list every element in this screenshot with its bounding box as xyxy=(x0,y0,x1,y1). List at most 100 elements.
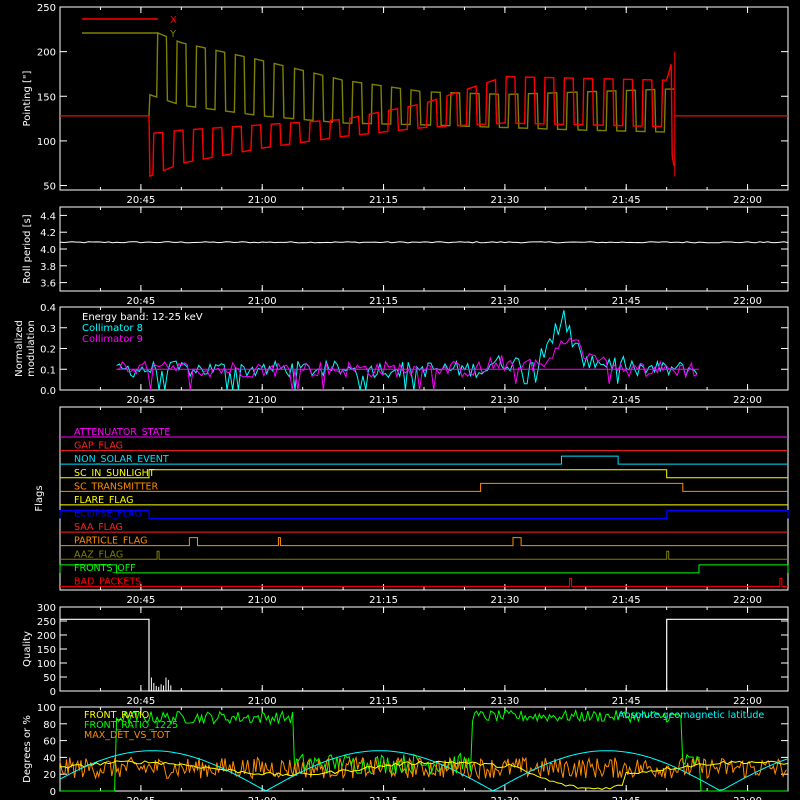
flag-label-aaz_flag: AAZ_FLAG xyxy=(74,549,123,560)
y-tick-label: 0 xyxy=(50,687,56,698)
x-tick-label: 22:00 xyxy=(733,395,762,406)
x-tick-label: 21:00 xyxy=(248,595,277,606)
legend-entry: Energy band: 12-25 keV xyxy=(82,312,203,323)
x-tick-label: 21:00 xyxy=(248,395,277,406)
y-tick-label: 20 xyxy=(43,770,56,781)
x-tick-label: 20:45 xyxy=(126,796,155,800)
legend-label-X: X xyxy=(170,15,177,26)
legend-entry: MAX_DET_VS_TOT xyxy=(84,730,170,741)
panel-6: 20:45 21:00 21:15 21:30 21:45 22:00 Degrees or… xyxy=(22,703,789,800)
y-tick-label: 0.0 xyxy=(40,386,56,397)
x-tick-label: 22:00 xyxy=(733,195,762,206)
x-tick-label: 21:15 xyxy=(369,696,398,707)
y-tick-label: 3.8 xyxy=(40,262,56,273)
flag-line-bad_packets xyxy=(60,577,788,587)
x-tick-label: 22:00 xyxy=(733,296,762,307)
panel-3: 20:45 21:00 21:15 21:30 21:45 22:00 Normalized… xyxy=(14,303,789,406)
y-axis-label: modulation xyxy=(26,320,37,377)
flag-label-attenuator_state: ATTENUATOR_STATE xyxy=(74,427,170,438)
y-tick-label: 80 xyxy=(43,720,56,731)
x-tick-label: 20:45 xyxy=(126,595,155,606)
x-tick-label: 22:00 xyxy=(733,696,762,707)
series-collimator-8 xyxy=(116,310,698,391)
flag-line-sc_transmitter xyxy=(60,482,788,492)
y-tick-label: 150 xyxy=(37,645,56,656)
x-tick-label: 22:00 xyxy=(733,796,762,800)
x-tick-label: 20:45 xyxy=(126,195,155,206)
flag-label-particle_flag: PARTICLE_FLAG xyxy=(74,536,147,547)
flag-label-bad_packets: BAD_PACKETS xyxy=(74,576,141,587)
series-Y xyxy=(148,31,675,133)
x-tick-label: 21:00 xyxy=(248,796,277,800)
y-axis-label: Degrees or % xyxy=(22,715,33,783)
x-tick-label: 21:30 xyxy=(490,395,519,406)
series-geomagnetic-latitude xyxy=(59,750,789,792)
y-tick-label: 200 xyxy=(37,48,56,59)
x-tick-label: 21:15 xyxy=(369,595,398,606)
x-tick-label: 21:15 xyxy=(369,296,398,307)
x-tick-label: 21:15 xyxy=(369,796,398,800)
flag-line-eclipse_flag xyxy=(59,510,789,519)
x-tick-label: 20:45 xyxy=(126,395,155,406)
y-tick-label: 0.2 xyxy=(40,345,56,356)
y-tick-label: 250 xyxy=(37,3,56,14)
panel-2: 20:45 21:00 21:15 21:30 21:45 22:00 Roll perio… xyxy=(22,206,789,307)
legend-entry: Absolute geomagnetic latitude xyxy=(618,710,764,721)
legend-entry: Collimator 9 xyxy=(82,334,143,345)
x-tick-label: 21:00 xyxy=(248,696,277,707)
series-X xyxy=(148,64,675,178)
x-tick-label: 21:30 xyxy=(490,195,519,206)
panel-1: 20:45 21:00 21:15 21:30 21:45 22:00 Pointing [… xyxy=(22,3,789,206)
y-tick-label: 50 xyxy=(43,182,56,193)
x-tick-label: 21:45 xyxy=(612,796,641,800)
y-tick-label: 150 xyxy=(37,92,56,103)
series-max-det-vs-tot xyxy=(59,755,787,780)
flag-label-fronts_off: FRONTS_OFF xyxy=(74,563,136,574)
y-axis-label: Normalized xyxy=(14,320,25,377)
y-tick-label: 0.1 xyxy=(40,365,56,376)
x-tick-label: 22:00 xyxy=(733,595,762,606)
y-axis-label: Roll period [s] xyxy=(22,214,33,283)
y-tick-label: 0 xyxy=(50,787,56,798)
series-collimator-9 xyxy=(116,337,698,391)
y-tick-label: 60 xyxy=(43,737,56,748)
y-axis-label: Quality xyxy=(22,631,33,667)
flag-label-sc_in_sunlight: SC_IN_SUNLIGHT xyxy=(74,468,155,479)
x-tick-label: 21:45 xyxy=(612,595,641,606)
y-tick-label: 4.0 xyxy=(40,245,56,256)
flag-label-eclipse_flag: ECLIPSE_FLAG xyxy=(74,509,142,520)
x-tick-label: 21:00 xyxy=(248,296,277,307)
flag-label-flare_flag: FLARE_FLAG xyxy=(74,495,134,506)
y-tick-label: 100 xyxy=(37,137,56,148)
x-tick-label: 21:45 xyxy=(612,296,641,307)
x-tick-label: 21:15 xyxy=(369,195,398,206)
y-tick-label: 200 xyxy=(37,631,56,642)
flag-line-sc_in_sunlight xyxy=(60,469,788,479)
x-tick-label: 21:30 xyxy=(490,595,519,606)
panel-4: 20:45 21:00 21:15 21:30 21:45 22:00 Flags ATTEN… xyxy=(34,406,789,606)
flag-label-saa_flag: SAA_FLAG xyxy=(74,522,123,533)
y-tick-label: 0.3 xyxy=(40,324,56,335)
y-tick-label: 50 xyxy=(43,673,56,684)
legend-entry: FRONT_RATIO xyxy=(84,710,149,721)
series-quality xyxy=(60,618,788,692)
flag-label-sc_transmitter: SC_TRANSMITTER xyxy=(74,481,159,492)
x-tick-label: 21:45 xyxy=(612,395,641,406)
y-tick-label: 300 xyxy=(37,603,56,614)
x-tick-label: 21:00 xyxy=(248,195,277,206)
x-tick-label: 20:45 xyxy=(126,296,155,307)
y-tick-label: 4.2 xyxy=(40,228,56,239)
x-tick-label: 21:30 xyxy=(490,696,519,707)
flag-line-fronts_off xyxy=(59,564,789,574)
legend-label-Y: Y xyxy=(169,29,177,40)
series-front-ratio-1225 xyxy=(60,708,788,792)
y-axis-label: Pointing ["] xyxy=(22,70,33,126)
y-tick-label: 100 xyxy=(37,703,56,714)
panel-frame xyxy=(59,206,789,292)
x-tick-label: 21:45 xyxy=(612,696,641,707)
x-tick-label: 21:45 xyxy=(612,195,641,206)
legend-entry: Collimator 8 xyxy=(82,323,143,334)
series-roll-period xyxy=(59,241,789,244)
y-tick-label: 250 xyxy=(37,617,56,628)
